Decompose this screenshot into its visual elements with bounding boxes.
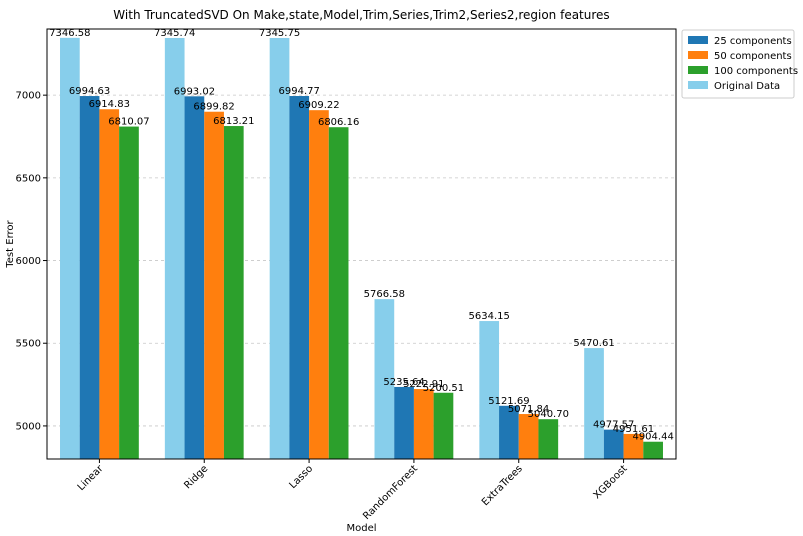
legend-label: 25 components xyxy=(714,36,792,47)
data-label: 7345.74 xyxy=(154,28,195,39)
data-label: 5634.15 xyxy=(469,311,510,322)
x-axis: Linear Ridge Lasso RandomForest ExtraTrees XG… xyxy=(76,459,630,522)
bar xyxy=(518,414,539,459)
bar xyxy=(164,37,185,460)
data-label: 6994.63 xyxy=(69,86,110,97)
bar xyxy=(99,109,120,459)
bar xyxy=(79,96,100,459)
data-label: 4951.61 xyxy=(613,424,654,435)
bar xyxy=(394,386,414,459)
data-label: 5121.69 xyxy=(488,396,529,407)
y-axis-title: Test Error xyxy=(5,219,16,268)
data-label: 7346.58 xyxy=(49,28,90,39)
x-tick-label: XGBoost xyxy=(592,463,630,501)
plot-frame xyxy=(46,28,677,460)
bar xyxy=(184,96,205,459)
data-label: 6909.22 xyxy=(298,100,339,111)
data-label: 4904.44 xyxy=(632,432,673,443)
bar xyxy=(289,96,310,460)
data-label: 6813.21 xyxy=(213,116,254,127)
bar xyxy=(60,37,80,460)
data-label: 6914.83 xyxy=(89,99,130,110)
legend-label: Original Data xyxy=(714,81,780,92)
data-labels: 7346.58 6994.63 6914.83 6810.07 7345.74 6993.… xyxy=(49,28,674,443)
data-label: 6993.02 xyxy=(174,86,215,97)
legend-label: 50 components xyxy=(714,51,792,62)
y-tick-label: 5500 xyxy=(16,339,41,350)
bar xyxy=(623,433,644,459)
x-axis-title: Model xyxy=(346,523,376,534)
y-axis: 5000 5500 6000 6500 7000 xyxy=(16,91,47,432)
legend-swatch xyxy=(688,66,708,74)
bar xyxy=(204,111,224,459)
data-label: 6806.16 xyxy=(318,117,359,128)
data-label: 6899.82 xyxy=(193,102,234,113)
legend-swatch xyxy=(688,81,708,89)
x-tick-label: ExtraTrees xyxy=(480,463,525,508)
data-label: 5071.84 xyxy=(508,404,549,415)
y-tick-label: 7000 xyxy=(16,91,41,102)
bar xyxy=(413,389,434,459)
legend: 25 components 50 components 100 components… xyxy=(681,29,798,99)
data-label: 5766.58 xyxy=(364,289,405,300)
bar xyxy=(584,348,604,459)
x-tick-label: Ridge xyxy=(182,463,210,491)
x-tick-label: RandomForest xyxy=(361,463,420,522)
data-label: 6810.07 xyxy=(108,117,149,128)
data-label: 4977.57 xyxy=(593,420,634,431)
bar xyxy=(119,126,139,460)
grid-lines xyxy=(47,94,676,427)
legend-swatch xyxy=(688,51,708,59)
y-tick-label: 6500 xyxy=(16,173,41,184)
data-label: 5040.70 xyxy=(528,409,569,420)
bars xyxy=(60,37,663,460)
data-label: 6994.77 xyxy=(279,86,320,97)
bar xyxy=(269,37,290,460)
bar xyxy=(479,321,500,459)
y-tick-label: 5000 xyxy=(16,421,41,432)
x-tick-label: Lasso xyxy=(287,463,315,491)
data-label: 5200.51 xyxy=(423,383,464,394)
bar xyxy=(643,441,663,459)
bar xyxy=(499,405,519,459)
data-label: 7345.75 xyxy=(259,28,300,39)
data-label: 5222.91 xyxy=(403,379,444,390)
bar xyxy=(433,392,454,459)
bar xyxy=(374,299,395,459)
bar xyxy=(328,127,349,459)
bar xyxy=(538,419,559,459)
data-label: 5470.61 xyxy=(573,338,614,349)
bar xyxy=(223,126,244,460)
data-label: 5235.64 xyxy=(383,377,424,388)
y-tick-label: 6000 xyxy=(16,256,41,267)
x-tick-label: Linear xyxy=(76,463,106,493)
legend-box xyxy=(681,29,795,99)
legend-label: 100 components xyxy=(714,66,798,77)
chart-title: With TruncatedSVD On Make,state,Model,Tr… xyxy=(113,8,609,22)
bar xyxy=(603,429,624,459)
bar xyxy=(309,110,329,459)
legend-swatch xyxy=(688,36,708,44)
